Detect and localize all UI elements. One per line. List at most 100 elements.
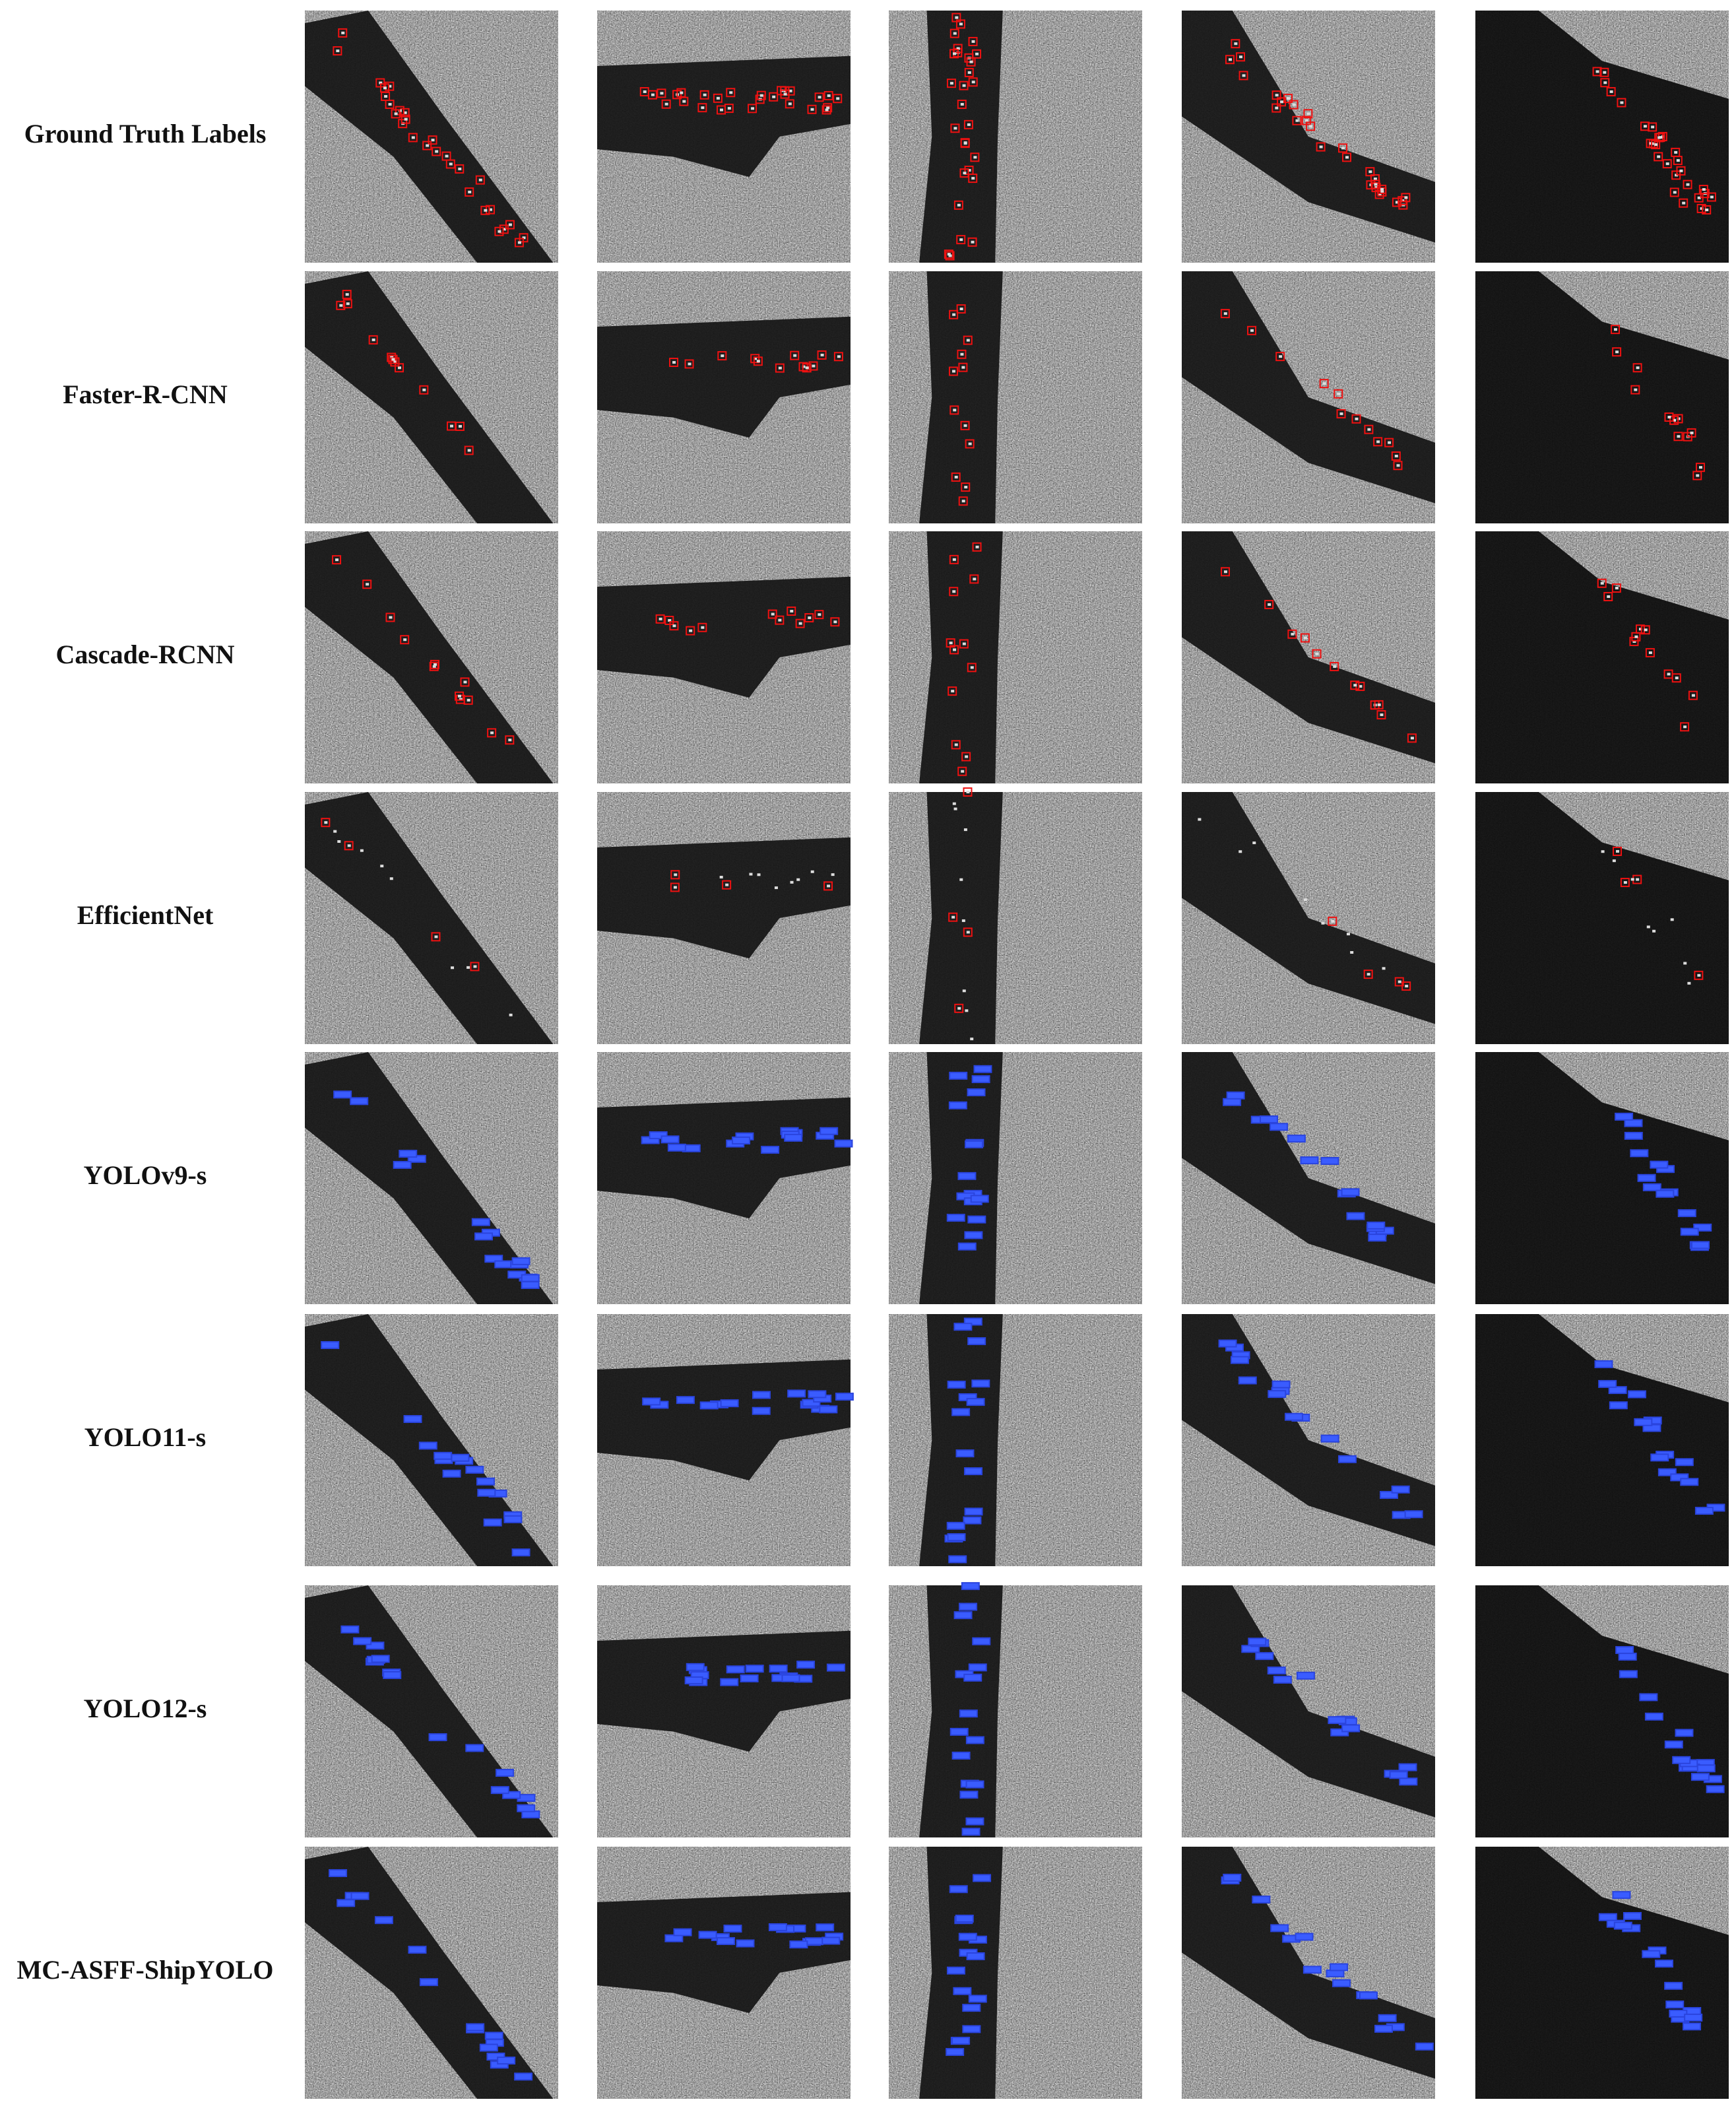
ship-reflection	[490, 731, 494, 735]
ship-reflection	[962, 642, 966, 645]
ship-reflection	[1652, 142, 1656, 145]
detection-box	[484, 1255, 503, 1263]
detection-box	[477, 1488, 496, 1497]
detection-box	[948, 1101, 967, 1109]
ship-reflection	[971, 240, 975, 244]
label-box	[342, 299, 352, 309]
ship-reflection	[1675, 677, 1679, 680]
label-box	[965, 439, 975, 449]
ship-reflection	[389, 616, 393, 619]
ship-reflection	[818, 613, 821, 616]
ship-reflection	[725, 883, 729, 886]
label-box	[804, 613, 814, 623]
result-image	[889, 531, 1142, 783]
detection-box	[1346, 1212, 1365, 1220]
label-box	[494, 226, 504, 236]
detection-box	[1302, 1965, 1322, 1974]
label-box	[430, 659, 439, 669]
detection-box	[951, 1751, 971, 1760]
label-box	[1319, 379, 1329, 389]
ship-reflection	[517, 241, 521, 244]
ship-reflection	[831, 873, 835, 876]
result-image	[1182, 531, 1435, 783]
detection-box	[1650, 1453, 1669, 1462]
detection-box	[1267, 1667, 1286, 1675]
ship-reflection	[463, 680, 467, 684]
label-box	[454, 691, 464, 701]
ship-reflection	[1652, 929, 1656, 933]
detection-box	[961, 1828, 981, 1836]
ship-reflection	[952, 590, 956, 593]
detection-box	[968, 1995, 987, 2003]
detection-box	[736, 1939, 755, 1948]
result-image	[1182, 792, 1435, 1044]
ship-reflection	[1630, 878, 1634, 881]
ship-reflection	[1659, 136, 1663, 139]
label-box	[664, 615, 674, 625]
ship-reflection	[673, 886, 677, 889]
ship-reflection	[458, 167, 462, 170]
result-image	[305, 1847, 558, 2099]
detection-box	[1404, 1510, 1423, 1519]
water	[1475, 1847, 1729, 2099]
detection-box	[967, 1337, 986, 1346]
ship-reflection	[1380, 713, 1384, 717]
label-box	[388, 354, 398, 364]
label-box	[807, 104, 817, 114]
detection-box	[1270, 1924, 1289, 1932]
water	[597, 1892, 851, 2014]
detection-box	[1320, 1156, 1339, 1165]
label-box	[1350, 680, 1360, 690]
label-box	[1656, 133, 1665, 143]
ship-reflection	[1609, 90, 1613, 93]
label-box	[1376, 710, 1386, 720]
detection-box	[955, 1449, 975, 1458]
detection-box	[970, 1195, 989, 1203]
ship-reflection	[466, 966, 470, 969]
ship-reflection	[1634, 388, 1638, 391]
detection-box	[1399, 1777, 1418, 1786]
label-box	[957, 766, 967, 776]
label-box	[951, 13, 961, 22]
detection-box	[1642, 1183, 1661, 1191]
ship-reflection	[1304, 119, 1308, 122]
detection-box	[781, 1674, 800, 1682]
label-box	[400, 635, 410, 645]
ship-reflection	[1603, 71, 1607, 74]
ship-reflection	[957, 203, 961, 207]
ship-reflection	[1623, 881, 1627, 884]
label-box	[431, 932, 441, 942]
detection-box	[418, 1441, 437, 1450]
water	[1475, 1314, 1729, 1566]
detection-box	[966, 1398, 985, 1406]
label-box	[475, 175, 485, 185]
label-box	[321, 818, 331, 828]
ship-reflection	[729, 91, 733, 94]
label-box	[949, 405, 959, 415]
ship-reflection	[749, 873, 753, 876]
ship-reflection	[1380, 187, 1384, 191]
detection-box	[1268, 1390, 1287, 1399]
label-box	[1351, 414, 1361, 424]
label-box	[1696, 203, 1706, 213]
label-box	[959, 168, 969, 178]
label-box	[670, 882, 680, 892]
detection-box	[517, 1804, 536, 1812]
detection-box	[1252, 1896, 1271, 1904]
label-box	[717, 351, 727, 361]
ship-reflection	[1346, 933, 1350, 936]
detection-box	[964, 1231, 983, 1239]
ship-reflection	[435, 150, 439, 153]
label-box	[949, 28, 959, 38]
ship-reflection	[975, 52, 979, 55]
label-box	[1316, 142, 1326, 152]
ship-reflection	[403, 111, 407, 114]
label-box	[1687, 428, 1696, 438]
label-box	[948, 366, 958, 376]
ship-reflection	[1683, 962, 1687, 965]
label-box	[1611, 583, 1621, 593]
label-box	[1370, 180, 1380, 189]
label-box	[1673, 432, 1683, 442]
detection-box	[963, 1516, 982, 1525]
result-image	[1475, 11, 1729, 263]
